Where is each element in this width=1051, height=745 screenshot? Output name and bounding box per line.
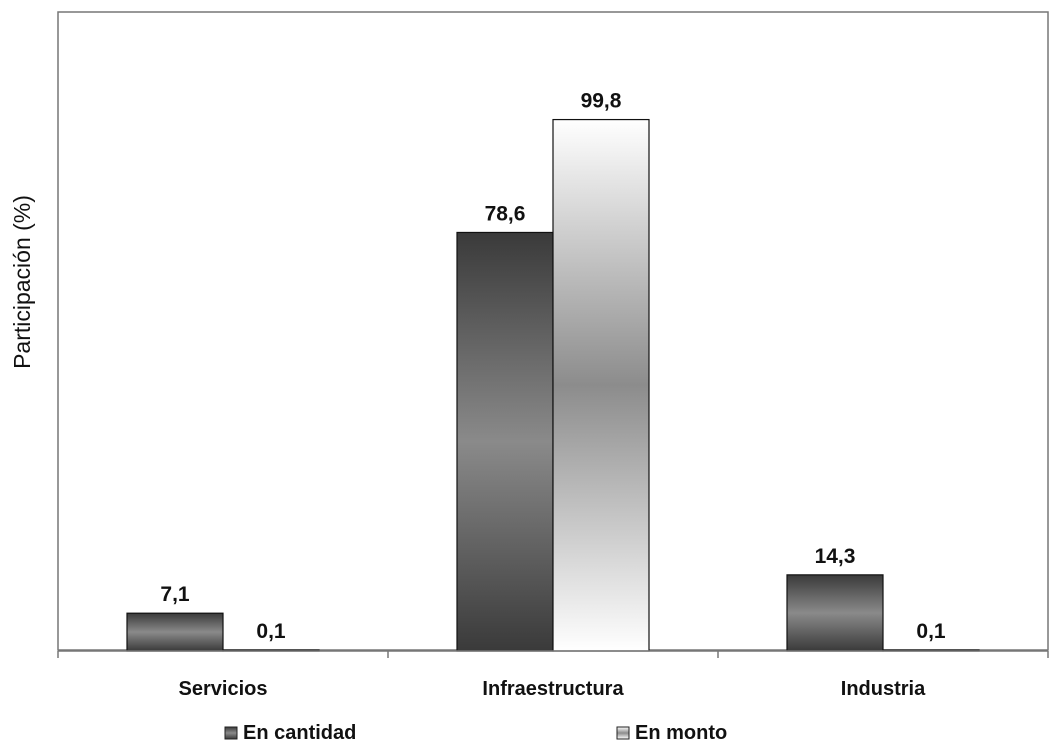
legend-swatch-en-monto — [616, 726, 630, 740]
bar-en-cantidad-servicios — [126, 612, 224, 652]
x-tick-label-infraestructura: Infraestructura — [482, 678, 624, 700]
bars-layer — [126, 118, 980, 652]
data-label-en-monto-industria: 0,1 — [916, 620, 946, 643]
bar-en-monto-infraestructura — [552, 118, 650, 652]
x-tick-label-industria: Industria — [841, 678, 926, 700]
legend-label-en-cantidad: En cantidad — [243, 722, 356, 744]
data-label-en-monto-infraestructura: 99,8 — [581, 90, 622, 113]
y-axis-label: Participación (%) — [9, 195, 35, 369]
legend-label-en-monto: En monto — [635, 722, 727, 744]
data-label-en-monto-servicios: 0,1 — [256, 620, 286, 643]
x-tick-labels-layer: Servicios Infraestructura Industria — [179, 678, 927, 700]
bar-en-cantidad-industria — [786, 574, 884, 652]
x-tick-label-servicios: Servicios — [179, 678, 268, 700]
data-label-en-cantidad-industria: 14,3 — [815, 545, 856, 568]
bar-en-cantidad-infraestructura — [456, 231, 554, 652]
x-ticks-layer — [57, 651, 1049, 658]
data-label-en-cantidad-servicios: 7,1 — [160, 583, 190, 606]
legend-swatch-en-cantidad — [224, 726, 238, 740]
data-label-en-cantidad-infraestructura: 78,6 — [485, 202, 526, 225]
legend: En cantidad En monto — [224, 722, 727, 744]
value-labels-layer: 7,1 0,1 78,6 99,8 14,3 0,1 — [160, 90, 946, 643]
